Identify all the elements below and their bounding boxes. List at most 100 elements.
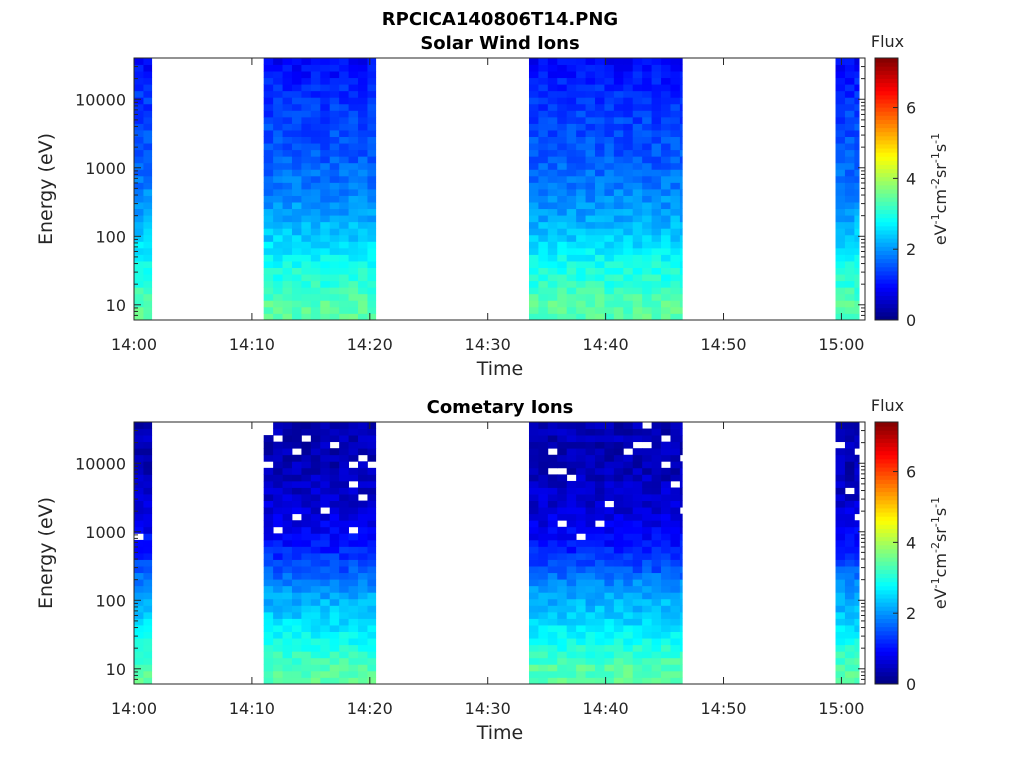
heatmap-cell	[679, 487, 683, 495]
heatmap-cell	[310, 221, 321, 229]
heatmap-cell	[538, 651, 549, 659]
heatmap-cell	[320, 58, 331, 65]
heatmap-cell	[348, 539, 359, 547]
heatmap-cell	[844, 274, 855, 282]
heatmap-cell	[604, 566, 615, 574]
heatmap-cell	[134, 215, 144, 223]
heatmap-cell	[585, 657, 596, 665]
heatmap-cell	[576, 631, 586, 639]
heatmap-cell	[661, 64, 671, 72]
heatmap-cell	[273, 618, 283, 626]
heatmap-cell	[320, 71, 331, 79]
heatmap-cell	[651, 97, 662, 105]
heatmap-cell	[358, 670, 368, 678]
heatmap-cell	[566, 110, 577, 118]
heatmap-cell	[854, 611, 860, 619]
heatmap-cell	[310, 90, 321, 98]
heatmap-cell	[528, 487, 539, 495]
heatmap-cell	[339, 585, 349, 593]
heatmap-cell	[348, 618, 359, 626]
heatmap-cell	[835, 208, 846, 216]
colorbar-step	[875, 172, 898, 178]
heatmap-cell	[557, 300, 568, 308]
heatmap-cell	[339, 494, 349, 501]
heatmap-cell	[623, 267, 634, 275]
heatmap-cell	[273, 500, 283, 508]
heatmap-cell	[528, 507, 539, 515]
heatmap-cell	[291, 110, 302, 118]
heatmap-cell	[854, 670, 860, 678]
heatmap-cell	[329, 228, 340, 236]
heatmap-cell	[651, 638, 662, 646]
heatmap-cell	[547, 670, 558, 678]
heatmap-cell	[339, 143, 349, 151]
colorbar-step	[875, 70, 898, 75]
heatmap-cell	[661, 58, 671, 65]
heatmap-cell	[670, 77, 681, 85]
heatmap-cell	[844, 677, 855, 685]
heatmap-cell	[329, 195, 340, 203]
heatmap-cell	[595, 77, 605, 85]
heatmap-cell	[642, 461, 652, 469]
heatmap-cell	[595, 306, 605, 314]
heatmap-cell	[329, 651, 340, 659]
heatmap-cell	[282, 274, 293, 282]
heatmap-cell	[301, 520, 312, 528]
heatmap-cell	[273, 123, 283, 131]
heatmap-cell	[613, 169, 624, 177]
heatmap-cell	[835, 539, 846, 547]
heatmap-cell	[367, 254, 377, 262]
heatmap-cell	[134, 123, 144, 131]
heatmap-cell	[320, 280, 331, 288]
heatmap-cell	[143, 64, 153, 72]
heatmap-cell	[528, 494, 539, 501]
heatmap-cell	[585, 123, 596, 131]
heatmap-cell	[348, 592, 359, 600]
plot-frame-solar-wind	[133, 57, 866, 321]
heatmap-cell	[595, 618, 605, 626]
heatmap-cell	[642, 64, 652, 72]
heatmap-cell	[661, 175, 671, 183]
heatmap-cell	[263, 611, 274, 619]
heatmap-cell	[642, 189, 652, 196]
colorbar-step	[875, 532, 898, 538]
heatmap-cell	[291, 202, 302, 210]
heatmap-cell	[595, 267, 605, 275]
heatmap-cell	[339, 533, 349, 541]
heatmap-cell	[134, 182, 144, 190]
heatmap-cell	[143, 579, 153, 587]
heatmap-cell	[566, 539, 577, 547]
colorbar-step	[875, 148, 898, 153]
heatmap-cell	[310, 435, 321, 443]
heatmap-cell	[538, 526, 549, 534]
heatmap-cell	[557, 234, 568, 242]
heatmap-cell	[263, 103, 274, 111]
heatmap-cell	[301, 461, 312, 469]
heatmap-cell	[339, 566, 349, 574]
heatmap-cell	[339, 657, 349, 665]
heatmap-cell	[576, 130, 586, 137]
heatmap-cell	[291, 546, 302, 554]
heatmap-cell	[538, 300, 549, 308]
heatmap-cell	[263, 169, 274, 177]
heatmap-cell	[538, 254, 549, 262]
heatmap-cell	[557, 103, 568, 111]
heatmap-cell	[301, 441, 312, 449]
heatmap-cell	[576, 559, 586, 567]
heatmap-cell	[263, 494, 274, 501]
heatmap-cell	[670, 657, 681, 665]
heatmap-cell	[339, 664, 349, 672]
heatmap-cell	[348, 500, 359, 508]
heatmap-cell	[642, 572, 652, 580]
heatmap-cell	[143, 513, 153, 521]
heatmap-cell	[835, 474, 846, 482]
heatmap-cell	[310, 585, 321, 593]
heatmap-cell	[320, 559, 331, 567]
heatmap-cell	[854, 533, 860, 541]
heatmap-cell	[301, 454, 312, 462]
heatmap-cell	[367, 247, 377, 255]
heatmap-cell	[348, 247, 359, 255]
heatmap-cell	[854, 182, 860, 190]
